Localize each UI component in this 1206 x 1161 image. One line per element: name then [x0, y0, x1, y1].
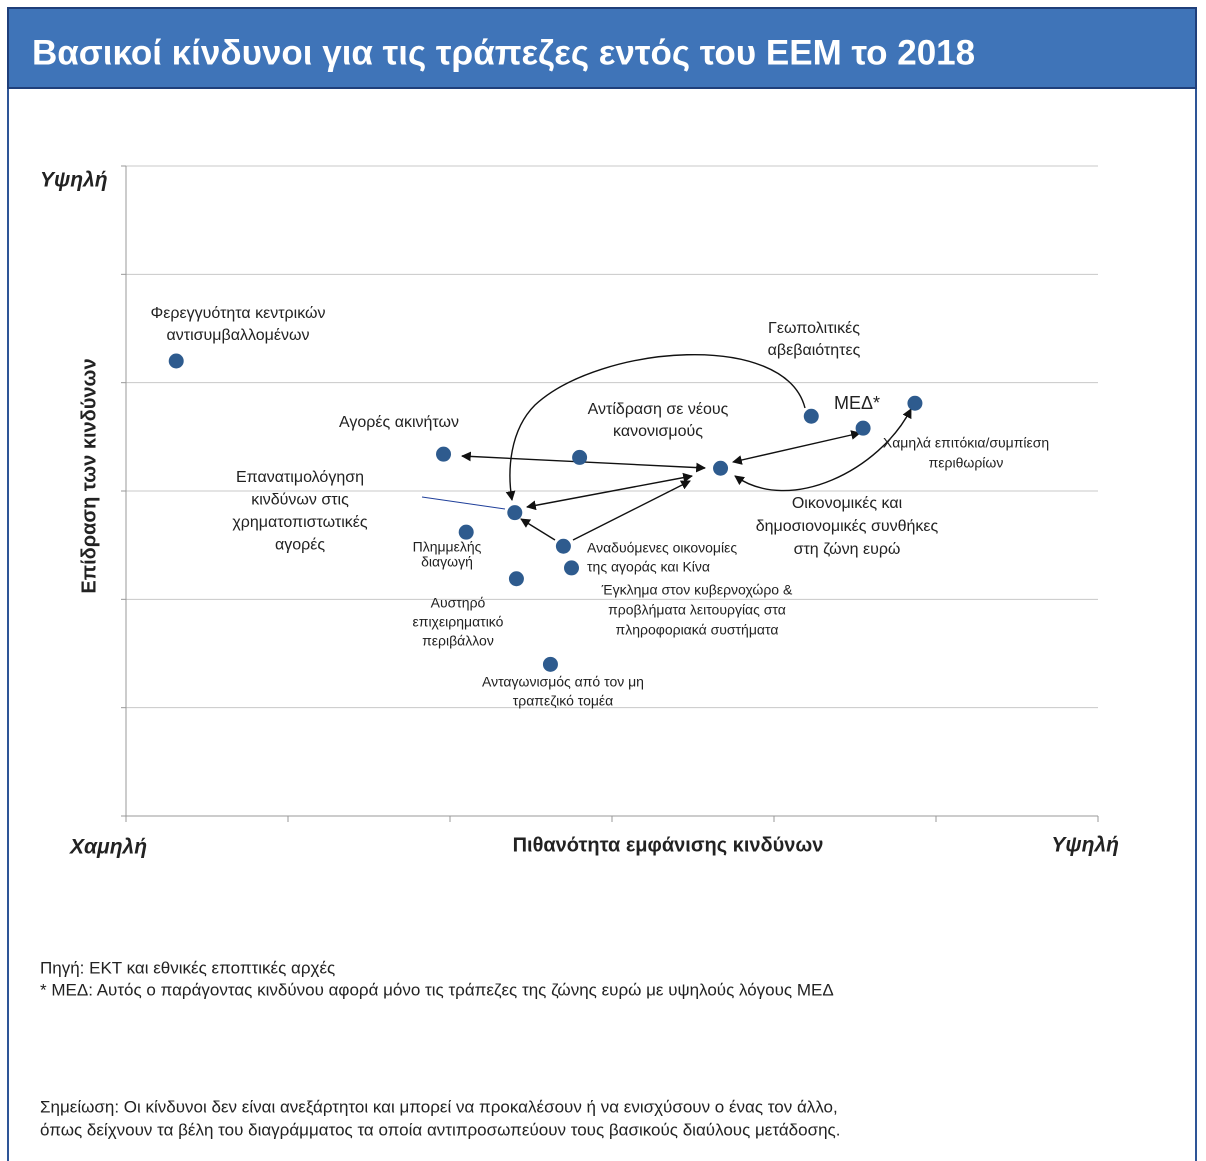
point-label: της αγοράς και Κίνα	[587, 559, 710, 575]
point	[555, 538, 571, 554]
arrow	[505, 353, 806, 501]
arrow	[526, 472, 693, 511]
point	[907, 395, 923, 411]
footnote: * ΜΕΔ: Αυτός ο παράγοντας κινδύνου αφορά…	[40, 980, 834, 999]
point-label: διαγωγή	[421, 554, 473, 570]
point-label: στη ζώνη ευρώ	[794, 541, 901, 558]
point	[507, 505, 523, 521]
point-label: αγορές	[275, 537, 325, 554]
point-label: δημοσιονομικές συνθήκες	[756, 518, 939, 535]
point-label: ΜΕΔ*	[834, 393, 880, 413]
point-label: περιβάλλον	[422, 633, 494, 649]
y-axis-label: Επίδραση των κινδύνων	[78, 358, 100, 593]
arrow	[734, 408, 912, 492]
point-label: Αυστηρό	[431, 595, 486, 611]
point-label: επιχειρηματικό	[413, 614, 504, 630]
point-label: Γεωπολιτικές	[768, 320, 860, 337]
arrow	[572, 480, 691, 541]
point-label: Χαμηλά επιτόκια/συμπίεση	[883, 435, 1049, 451]
point-label: Έγκλημα στον κυβερνοχώρο &	[601, 582, 793, 598]
note: όπως δείχνουν τα βέλη του διαγράμματος τ…	[40, 1120, 840, 1139]
point	[542, 656, 558, 672]
point-label: Αγορές ακινήτων	[339, 414, 459, 431]
arrow	[520, 518, 556, 541]
source: Πηγή: ΕΚΤ και εθνικές εποπτικές αρχές	[40, 958, 335, 977]
point	[168, 353, 184, 369]
point-label: αβεβαιότητες	[768, 342, 861, 359]
point-label: Αντίδραση σε νέους	[588, 401, 729, 418]
y-high-label: Υψηλή	[40, 169, 108, 192]
point-label: Φερεγγυότητα κεντρικών	[151, 305, 326, 322]
note: Σημείωση: Οι κίνδυνοι δεν είναι ανεξάρτη…	[40, 1097, 838, 1116]
point	[713, 460, 729, 476]
header	[7, 7, 1197, 89]
point-label: Ανταγωνισμός από τον μη	[482, 674, 644, 690]
point-label: κανονισμούς	[613, 423, 703, 440]
point	[564, 560, 579, 576]
point	[855, 420, 871, 436]
x-axis-label: Πιθανότητα εμφάνισης κινδύνων	[513, 834, 824, 856]
point-label: κινδύνων στις	[251, 492, 349, 509]
chart-title: Βασικοί κίνδυνοι για τις τράπεζες εντός …	[32, 33, 975, 72]
point	[508, 571, 524, 587]
point	[803, 408, 819, 424]
point	[436, 446, 452, 462]
point-label: χρηματοπιστωτικές	[232, 514, 367, 531]
point-label: περιθωρίων	[929, 455, 1004, 471]
point-label: τραπεζικό τομέα	[513, 693, 614, 709]
x-low-label: Χαμηλή	[69, 836, 147, 859]
point-label: αντισυμβαλλομένων	[167, 327, 310, 344]
point	[572, 449, 588, 465]
x-high-label: Υψηλή	[1051, 834, 1119, 857]
point	[458, 524, 474, 540]
point-label: Επανατιμολόγηση	[236, 469, 364, 486]
arrows	[421, 353, 912, 541]
point-label: Πλημμελής	[413, 539, 482, 555]
frame	[7, 7, 1197, 1161]
point-label: πληροφοριακά συστήματα	[616, 622, 779, 638]
point-label: Οικονομικές και	[792, 495, 903, 512]
leader-line	[421, 496, 506, 510]
point-label: Αναδυόμενες οικονομίες	[587, 540, 737, 556]
point-label: προβλήματα λειτουργίας στα	[608, 602, 786, 618]
